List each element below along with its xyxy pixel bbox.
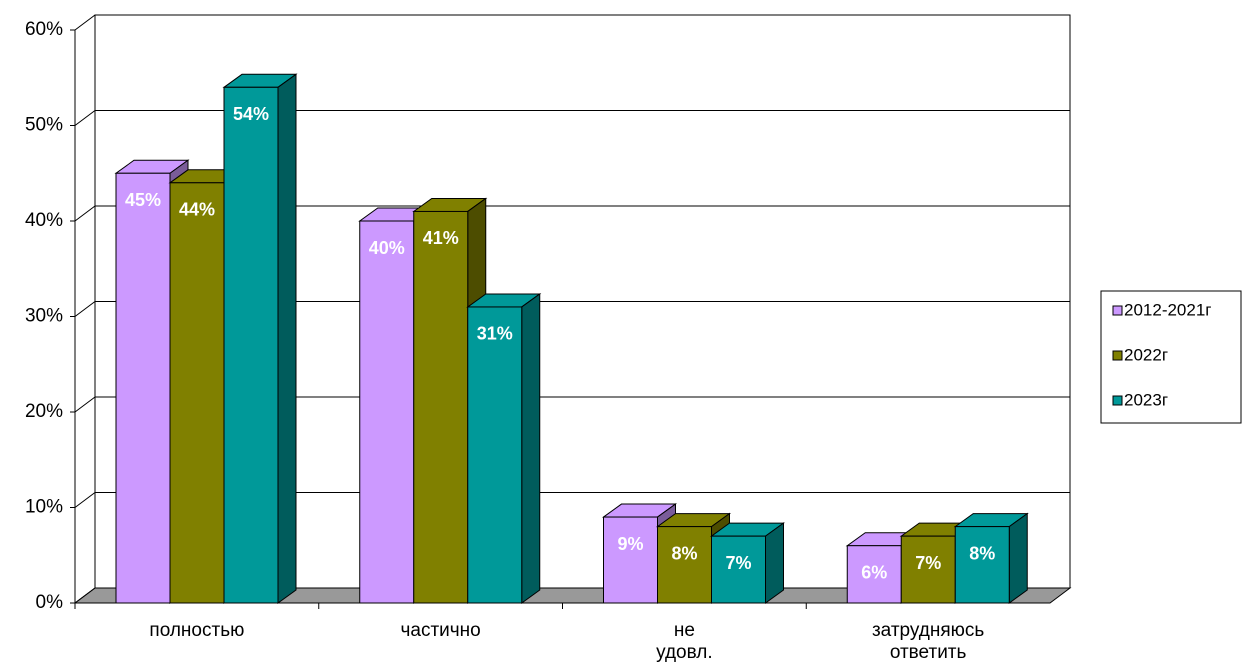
value-label: 8% xyxy=(969,543,995,563)
value-label: 40% xyxy=(369,238,405,258)
bar-front xyxy=(954,526,1010,604)
grid-line xyxy=(74,587,96,604)
legend-swatch xyxy=(1112,350,1123,361)
legend-label: 2022г xyxy=(1124,345,1168,364)
grid-line xyxy=(74,14,96,31)
bar-front xyxy=(846,545,902,604)
grid-line xyxy=(74,301,96,317)
legend-swatch xyxy=(1112,395,1123,406)
grid-line xyxy=(74,492,96,508)
value-label: 41% xyxy=(423,228,459,248)
bar-front xyxy=(169,182,225,604)
legend-label: 2012-2021г xyxy=(1124,300,1212,319)
bar xyxy=(466,292,542,604)
value-label: 7% xyxy=(915,553,941,573)
grid-line xyxy=(74,110,96,126)
bar xyxy=(222,73,298,604)
y-tick-label: 50% xyxy=(25,115,63,136)
x-tick-label: полностью xyxy=(149,620,244,641)
bar xyxy=(709,522,786,604)
value-label: 8% xyxy=(671,543,697,563)
y-tick-label: 60% xyxy=(25,19,63,40)
legend-box xyxy=(1100,290,1242,424)
bar-side xyxy=(765,522,784,604)
legend-swatch xyxy=(1112,305,1123,316)
bar-front xyxy=(413,210,469,604)
x-tick-label: не удовл. xyxy=(656,620,713,663)
x-tick-label: затрудняюсь ответить xyxy=(872,620,984,663)
value-label: 54% xyxy=(233,104,269,124)
bar-side xyxy=(521,292,541,604)
bar-front xyxy=(657,526,712,604)
legend-label: 2023г xyxy=(1124,390,1168,409)
grid-line xyxy=(74,396,96,413)
bar-side xyxy=(1008,512,1028,604)
grid-line xyxy=(74,205,96,222)
bar xyxy=(953,512,1029,604)
bar-front xyxy=(223,86,279,604)
value-label: 6% xyxy=(861,562,887,582)
value-label: 9% xyxy=(617,534,643,554)
bar-side xyxy=(277,73,297,604)
value-label: 31% xyxy=(477,324,513,344)
value-label: 7% xyxy=(725,553,751,573)
bar-front xyxy=(603,516,658,604)
y-tick-label: 0% xyxy=(36,592,64,613)
value-label: 44% xyxy=(179,200,215,220)
bar-front xyxy=(359,220,415,604)
y-tick-label: 10% xyxy=(25,497,63,518)
bar-front xyxy=(115,172,171,604)
value-label: 45% xyxy=(125,190,161,210)
y-tick-label: 30% xyxy=(25,306,63,327)
bar-front xyxy=(711,535,766,604)
bar-front xyxy=(467,306,523,604)
y-tick-label: 40% xyxy=(25,210,63,231)
x-tick-label: частично xyxy=(401,620,481,641)
y-tick-label: 20% xyxy=(25,401,63,422)
